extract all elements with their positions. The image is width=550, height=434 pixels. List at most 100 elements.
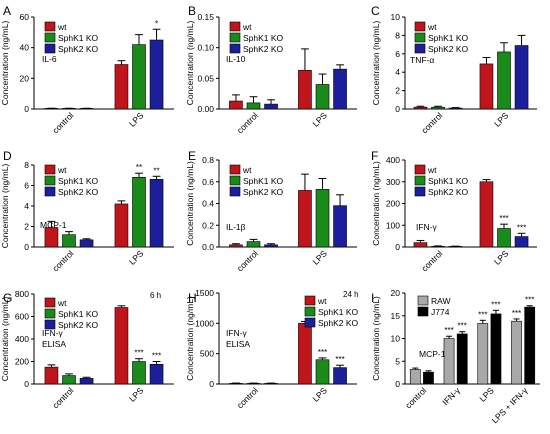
cytokine-label: MCP-1 <box>40 220 67 230</box>
bar-i <box>423 371 434 385</box>
bar-i <box>511 320 522 385</box>
y-tick-label: 0.8 <box>202 155 214 165</box>
y-tick-label: 0.15 <box>197 12 214 22</box>
legend-label: wt <box>317 296 327 306</box>
bar-g <box>132 361 146 385</box>
legend-label: RAW <box>431 296 451 306</box>
significance-marker: *** <box>152 352 161 361</box>
y-axis-label: Concentration (ng/mL) <box>371 161 381 246</box>
bar-a <box>149 39 164 110</box>
y-axis-label: Concentration (ng/mL) <box>185 21 195 106</box>
y-tick-label: 0.2 <box>202 220 214 230</box>
legend-label: SphK1 KO <box>58 309 99 319</box>
y-tick-label: 20 <box>391 288 401 298</box>
legend-swatch <box>44 319 56 330</box>
y-tick-label: 0.05 <box>197 73 214 83</box>
panel-letter: B <box>188 4 196 18</box>
panel-letter: C <box>371 4 380 18</box>
bar-i <box>477 323 489 385</box>
y-tick-label: 6 <box>24 181 29 191</box>
bar-b <box>246 102 261 110</box>
y-tick-label: 400 <box>386 155 400 165</box>
x-tick-label: LPS <box>477 385 496 404</box>
legend-swatch <box>414 43 426 54</box>
bar-i <box>524 306 536 385</box>
x-tick-label: LPS <box>310 385 329 404</box>
cytokine-label: IL-1β <box>226 222 246 232</box>
legend-swatch <box>414 21 426 32</box>
legend-swatch <box>414 175 426 186</box>
assay-label: ELISA <box>42 339 66 349</box>
y-axis-label: Concentration (ng/mL) <box>371 21 381 106</box>
bar-d <box>114 203 129 248</box>
y-tick-label: 0.6 <box>202 177 214 187</box>
y-tick-label: 8 <box>395 30 400 40</box>
bar-c <box>431 106 445 110</box>
legend-swatch <box>44 297 56 308</box>
legend-swatch <box>229 32 241 43</box>
panel-letter: D <box>3 149 12 163</box>
legend-label: SphK1 KO <box>243 33 284 43</box>
legend-label: SphK2 KO <box>58 187 99 197</box>
bar-g <box>62 375 76 385</box>
bar-e <box>333 205 347 248</box>
legend-swatch <box>304 295 316 306</box>
y-axis-label: Concentration (ng/mL) <box>0 297 10 382</box>
y-tick-label: 0 <box>395 379 400 389</box>
legend-label: SphK2 KO <box>58 44 99 54</box>
legend-swatch <box>417 306 429 317</box>
significance-marker: *** <box>444 326 453 335</box>
y-tick-label: 600 <box>15 312 29 322</box>
bar-e <box>229 244 243 248</box>
x-tick-label: control <box>419 248 444 273</box>
assay-label: ELISA <box>226 339 250 349</box>
legend-swatch <box>44 21 56 32</box>
legend-label: SphK1 KO <box>428 176 469 186</box>
panel-letter: F <box>371 149 378 163</box>
y-tick-label: 0.4 <box>202 199 214 209</box>
bar-a <box>114 64 129 110</box>
x-tick-label: LPS <box>127 248 146 267</box>
y-axis-label: Concentration (ng/mL) <box>185 296 195 381</box>
legend-swatch <box>44 43 56 54</box>
bar-h <box>298 323 312 385</box>
y-tick-label: 0.10 <box>197 43 214 53</box>
bar-c <box>413 106 428 110</box>
legend-swatch <box>414 32 426 43</box>
legend-swatch <box>414 186 426 197</box>
y-tick-label: 100 <box>386 220 400 230</box>
y-tick-label: 40 <box>20 43 30 53</box>
x-tick-label: control <box>235 110 260 135</box>
bar-g <box>149 364 164 385</box>
legend-label: wt <box>242 165 252 175</box>
cytokine-label: IL-10 <box>226 54 246 64</box>
y-tick-label: 20 <box>20 73 30 83</box>
bar-d <box>44 227 59 248</box>
legend-swatch <box>44 32 56 43</box>
legend-swatch <box>229 175 241 186</box>
bar-c <box>514 45 529 110</box>
legend-label: SphK1 KO <box>243 176 284 186</box>
bar-f <box>497 228 511 248</box>
y-tick-label: 300 <box>386 177 400 187</box>
y-tick-label: 0 <box>24 379 29 389</box>
legend-label: wt <box>242 22 252 32</box>
y-tick-label: 8 <box>24 160 29 170</box>
legend-swatch <box>44 164 56 175</box>
bar-i <box>490 313 502 385</box>
bar-i <box>456 333 468 385</box>
legend-label: wt <box>427 165 437 175</box>
y-tick-label: 10 <box>391 12 401 22</box>
bar-e <box>246 241 261 248</box>
bar-c <box>479 63 494 110</box>
bar-f <box>514 236 529 248</box>
legend-label: SphK2 KO <box>243 187 284 197</box>
bar-e <box>298 190 312 248</box>
significance-marker: * <box>155 19 158 28</box>
bar-d <box>149 179 164 248</box>
legend-label: SphK2 KO <box>428 44 469 54</box>
